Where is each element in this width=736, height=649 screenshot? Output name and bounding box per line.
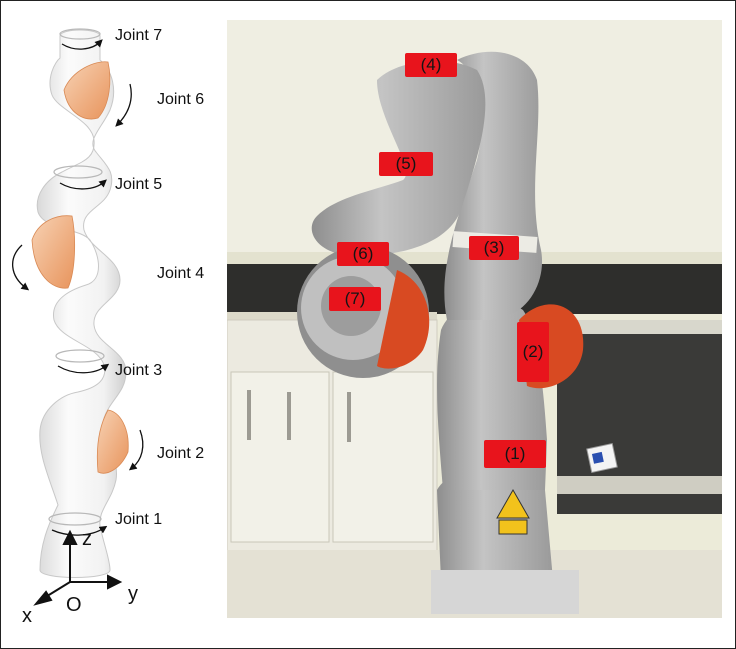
- joint-1-label: Joint 1: [115, 511, 163, 528]
- orange-covers: [31, 61, 129, 474]
- y-axis-label: y: [128, 583, 138, 605]
- joint-3-label: Joint 3: [115, 362, 163, 379]
- rotation-arrows: [12, 39, 144, 536]
- photo-scene: [227, 20, 722, 618]
- joint-7-label: Joint 7: [115, 27, 163, 44]
- tag-1: (1): [484, 440, 546, 468]
- origin-label: O: [66, 594, 82, 616]
- joint-2-label: Joint 2: [157, 445, 205, 462]
- tag-3: (3): [469, 236, 519, 260]
- tag-4: (4): [405, 53, 457, 77]
- joint-5-label: Joint 5: [115, 176, 163, 193]
- robot-arm-schematic: [12, 28, 144, 606]
- coordinate-axes: [33, 529, 123, 606]
- tag-7: (7): [329, 287, 381, 311]
- z-axis-label: z: [82, 528, 92, 550]
- x-axis-label: x: [22, 605, 32, 627]
- joint-rings: [48, 28, 105, 526]
- tag-6: (6): [337, 242, 389, 266]
- joint-4-label: Joint 4: [157, 265, 205, 282]
- tag-5: (5): [379, 152, 433, 176]
- robot-photo: (4) (5) (3) (6) (7) (2) (1): [227, 20, 722, 618]
- joint-6-label: Joint 6: [157, 91, 205, 108]
- tag-2: (2): [517, 322, 549, 382]
